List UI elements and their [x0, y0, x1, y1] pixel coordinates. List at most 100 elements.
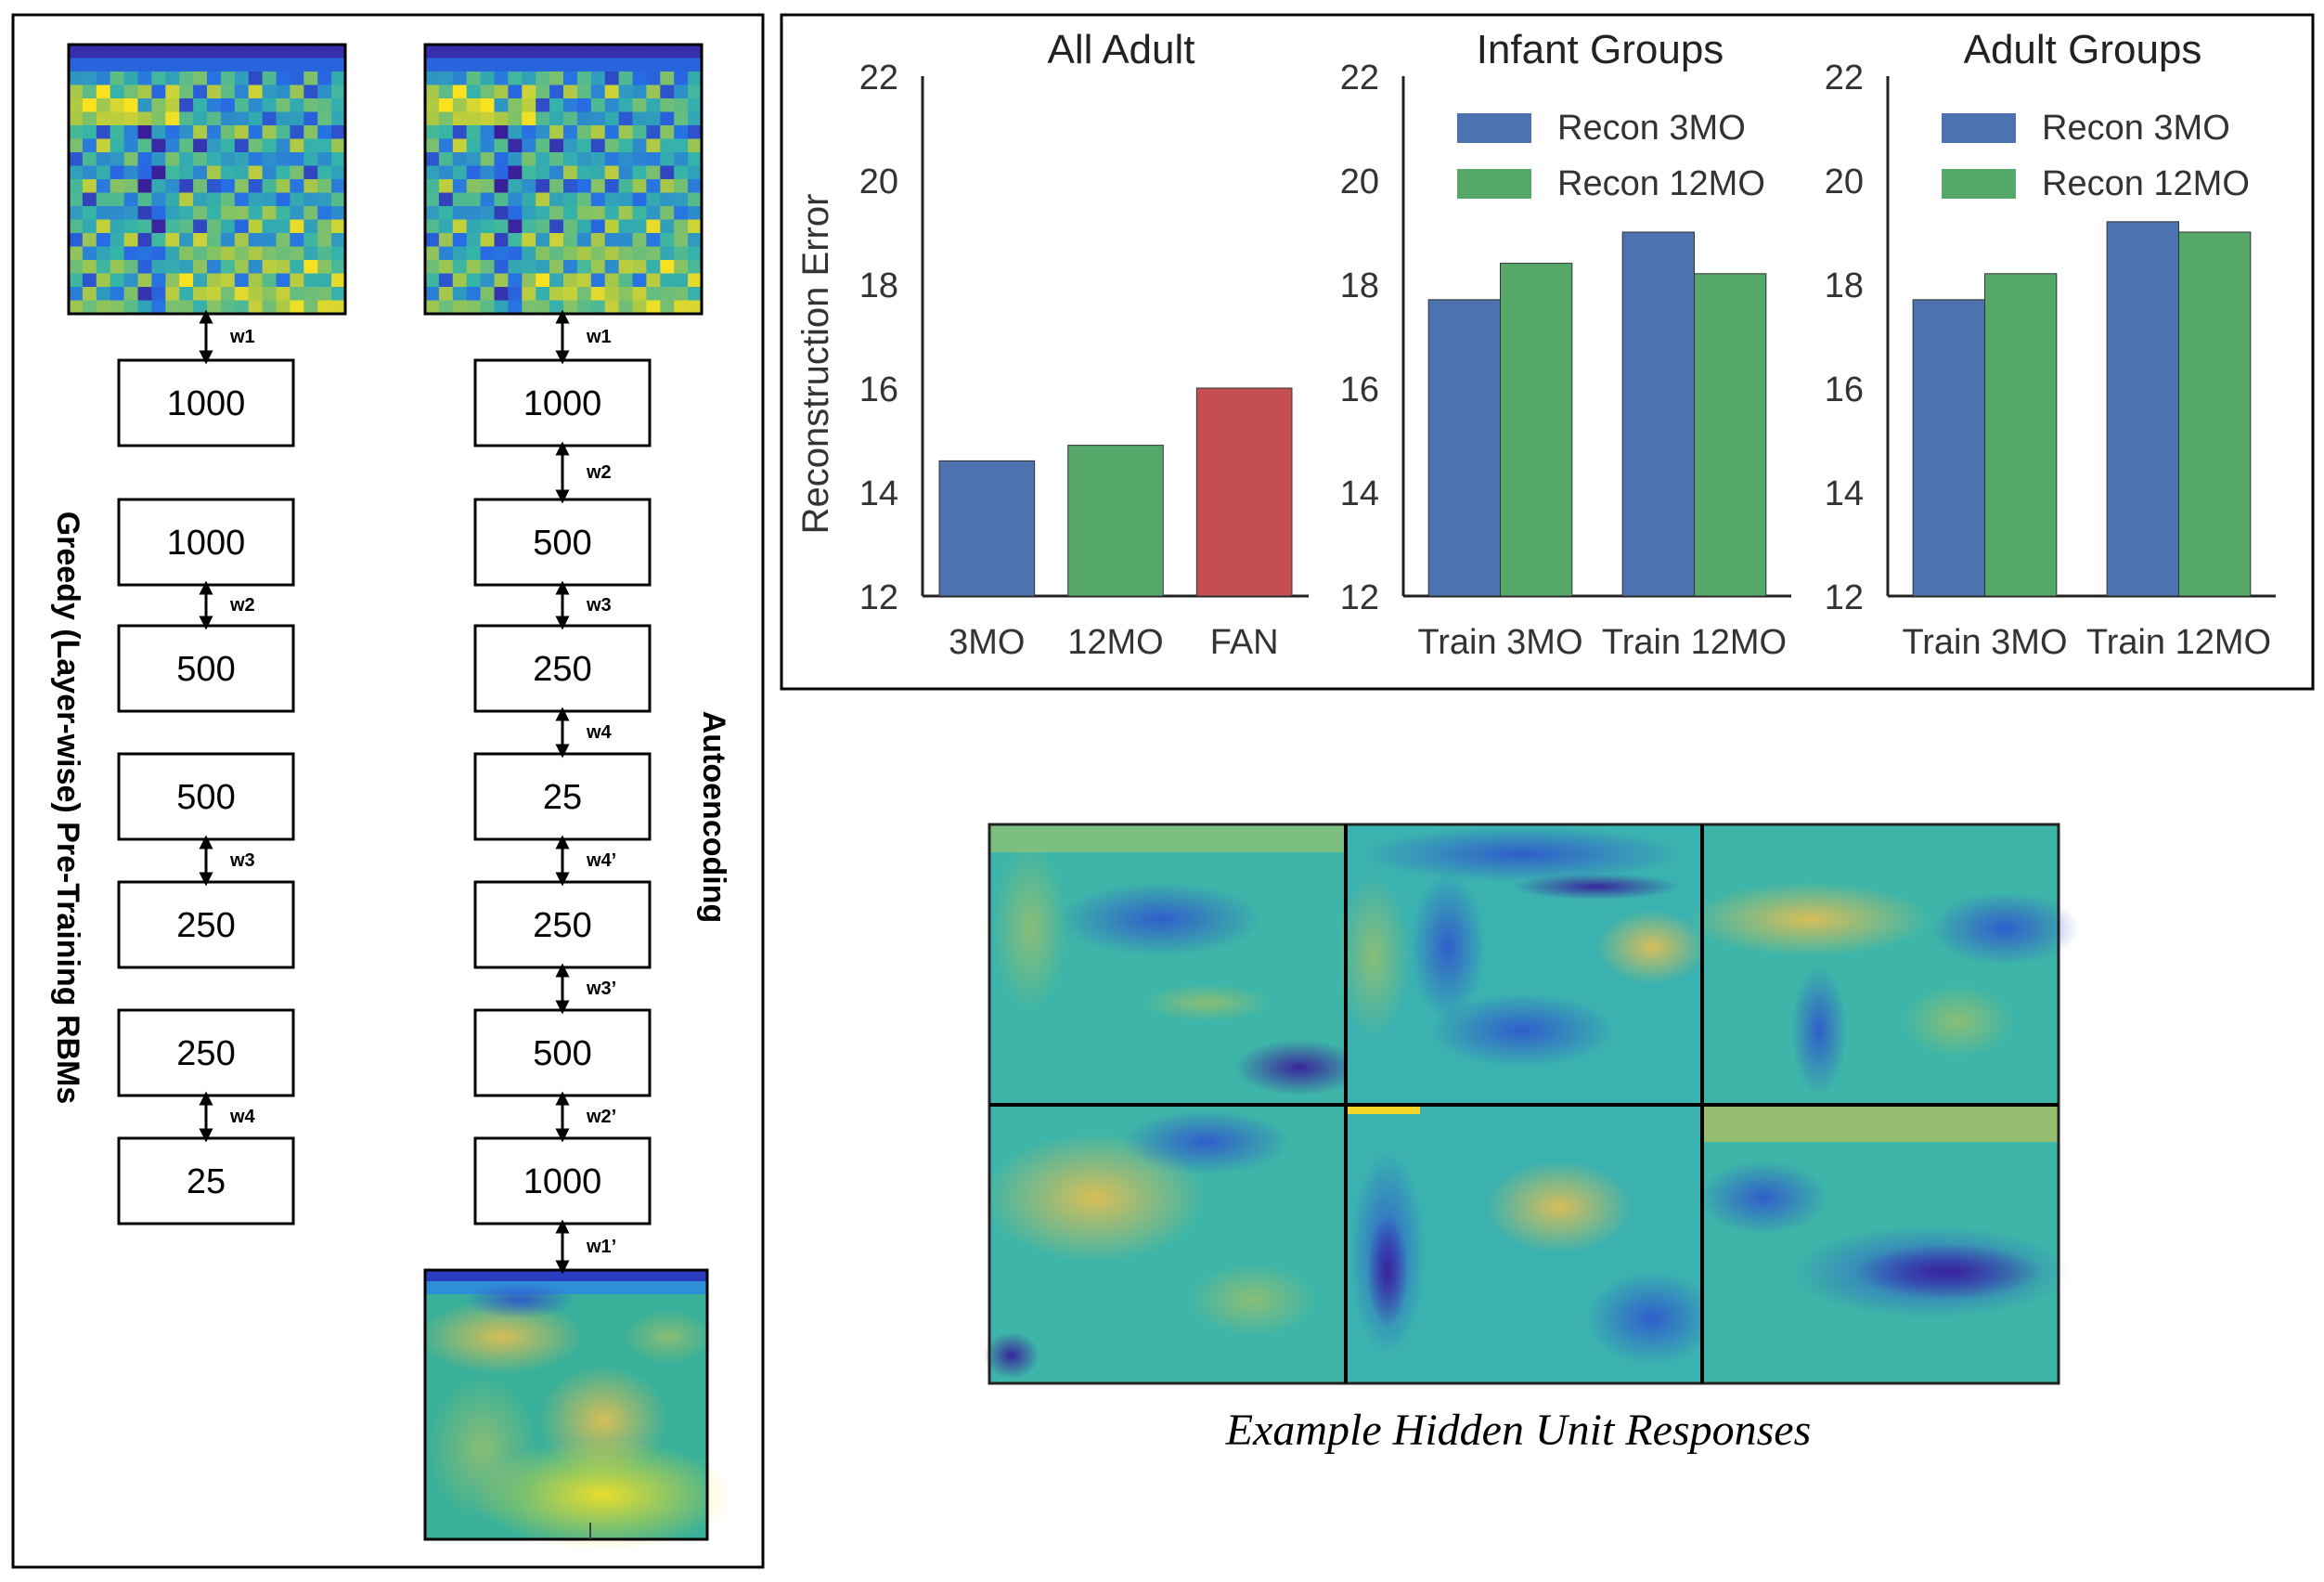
ae-layer-box — [473, 752, 652, 841]
x-tick-label: 12MO — [1067, 623, 1163, 662]
y-tick-label: 16 — [1825, 370, 1864, 409]
y-tick-label: 18 — [1340, 266, 1379, 305]
ae-weight-label: w4 — [586, 722, 613, 743]
ae-layer-box — [473, 880, 652, 969]
chart-title: All Adult — [1048, 27, 1195, 72]
ae-layer-label: 250 — [533, 906, 591, 945]
left-panel-frame — [11, 13, 765, 1569]
output-heatmap-autoencoder — [418, 1268, 733, 1550]
hidden-unit-2 — [1336, 824, 1708, 1105]
ae-layer-label: 500 — [533, 1034, 591, 1073]
charts-group: All Adult 12 14 16 18 20 22 Reconstruction Erro… — [795, 27, 2276, 662]
rbm-layer-label: 500 — [176, 650, 235, 689]
ae-layer-label: 1000 — [523, 384, 602, 423]
rbm-layer-label: 25 — [187, 1162, 226, 1201]
y-tick-label: 20 — [1825, 162, 1864, 201]
rbm-vertical-label: Greedy (Layer-wise) Pre-Training RBMs — [50, 512, 85, 1105]
rbm-layer-box — [117, 624, 295, 713]
y-tick-label: 22 — [1340, 58, 1379, 97]
legend-label: Recon 12MO — [2042, 164, 2250, 203]
chart-panel-frame — [780, 13, 2315, 691]
rbm-layer-label: 250 — [176, 1034, 235, 1073]
y-tick-label: 20 — [859, 162, 898, 201]
ae-layer-box — [473, 1008, 652, 1097]
bar-Train-12MO-Recon-3MO — [1621, 231, 1696, 597]
chart-1: All Adult 12 14 16 18 20 22 Reconstruction Erro… — [795, 27, 1309, 662]
y-tick-label: 16 — [859, 370, 898, 409]
rbm-layer-label: 1000 — [167, 524, 246, 563]
chart-title: Infant Groups — [1477, 27, 1724, 72]
bar-Train-3MO-Recon-12MO — [1984, 273, 2058, 597]
legend-label: Recon 12MO — [1557, 164, 1765, 203]
x-tick-label: Train 12MO — [2086, 623, 2271, 662]
x-tick-label: 3MO — [949, 623, 1025, 662]
ae-weight-label: w2 — [586, 462, 612, 483]
ae-layer-box — [473, 1136, 652, 1225]
rbm-layer-label: 1000 — [167, 384, 246, 423]
hidden-unit-3 — [1689, 824, 2079, 1105]
bar-Train-3MO-Recon-12MO — [1500, 263, 1573, 597]
bar-FAN — [1195, 387, 1293, 597]
autoencoder-stack: 1000 500 250 25 250 500 1000 w1 w2 w3 w4 w4’ w3’ w2’ w… — [473, 309, 652, 1275]
rbm-weight-label: w2 — [229, 595, 255, 616]
legend-swatch — [1942, 169, 2016, 199]
y-tick-label: 14 — [1825, 474, 1864, 513]
y-tick-label: 14 — [859, 474, 898, 513]
rbm-stack: 1000 1000 500 500 250 250 25 w1 w2 w3 w4 — [117, 309, 295, 1225]
bar-Train-3MO-Recon-3MO — [1427, 299, 1502, 597]
y-tick-label: 12 — [1340, 578, 1379, 617]
rbm-layer-box — [117, 1008, 295, 1097]
bar-Train-12MO-Recon-3MO — [2106, 221, 2179, 597]
legend-swatch — [1457, 169, 1531, 199]
legend-swatch — [1457, 113, 1531, 143]
x-tick-label: Train 3MO — [1902, 623, 2067, 662]
y-tick-label: 12 — [859, 578, 898, 617]
ae-weight-label: w4’ — [586, 850, 616, 871]
rbm-weight-label: w4 — [229, 1107, 256, 1127]
legend-label: Recon 3MO — [1557, 109, 1746, 148]
rbm-weight-label: w1 — [229, 327, 255, 347]
chart-title: Adult Groups — [1964, 27, 2202, 72]
ae-weight-label: w1 — [586, 327, 612, 347]
y-tick-label: 16 — [1340, 370, 1379, 409]
x-tick-label: Train 3MO — [1417, 623, 1582, 662]
bar-3MO — [938, 460, 1036, 597]
ae-layer-label: 250 — [533, 650, 591, 689]
hidden-unit-4 — [984, 1105, 1346, 1383]
x-tick-label: Train 12MO — [1602, 623, 1787, 662]
ae-layer-label: 1000 — [523, 1162, 602, 1201]
chart-3: Adult Groups 12 14 16 18 20 22 Train 3MO Train 1… — [1825, 27, 2276, 662]
rbm-layer-label: 500 — [176, 778, 235, 817]
chart-2: Infant Groups 12 14 16 18 20 22 Train 3MO Train … — [1340, 27, 1791, 662]
y-tick-label: 12 — [1825, 578, 1864, 617]
ae-layer-box — [473, 498, 652, 587]
y-tick-label: 14 — [1340, 474, 1379, 513]
ae-layer-label: 25 — [543, 778, 582, 817]
ae-layer-label: 500 — [533, 524, 591, 563]
hidden-units-grid — [984, 823, 2079, 1385]
hidden-unit-6 — [1698, 1105, 2070, 1383]
hidden-unit-5 — [1346, 1105, 1717, 1383]
ae-weight-label: w3’ — [586, 979, 616, 999]
ae-weight-label: w3 — [586, 595, 612, 616]
bar-Train-12MO-Recon-12MO — [1694, 273, 1767, 597]
rbm-layer-box — [117, 358, 295, 447]
ae-layer-box — [473, 358, 652, 447]
hidden-units-caption: Example Hidden Unit Responses — [1225, 1406, 1812, 1455]
autoencoder-vertical-label: Autoencoding — [696, 711, 731, 924]
y-tick-label: 22 — [1825, 58, 1864, 97]
rbm-layer-box — [117, 752, 295, 841]
input-heatmap-autoencoder — [423, 43, 704, 316]
rbm-layer-label: 250 — [176, 906, 235, 945]
ae-weight-label: w1’ — [586, 1237, 616, 1257]
ae-layer-box — [473, 624, 652, 713]
bar-12MO — [1067, 445, 1164, 597]
hidden-unit-1 — [989, 824, 1364, 1105]
y-tick-label: 22 — [859, 58, 898, 97]
rbm-layer-box — [117, 880, 295, 969]
ae-weight-label: w2’ — [586, 1107, 616, 1127]
legend-label: Recon 3MO — [2042, 109, 2230, 148]
rbm-weight-label: w3 — [229, 850, 255, 871]
y-tick-label: 20 — [1340, 162, 1379, 201]
